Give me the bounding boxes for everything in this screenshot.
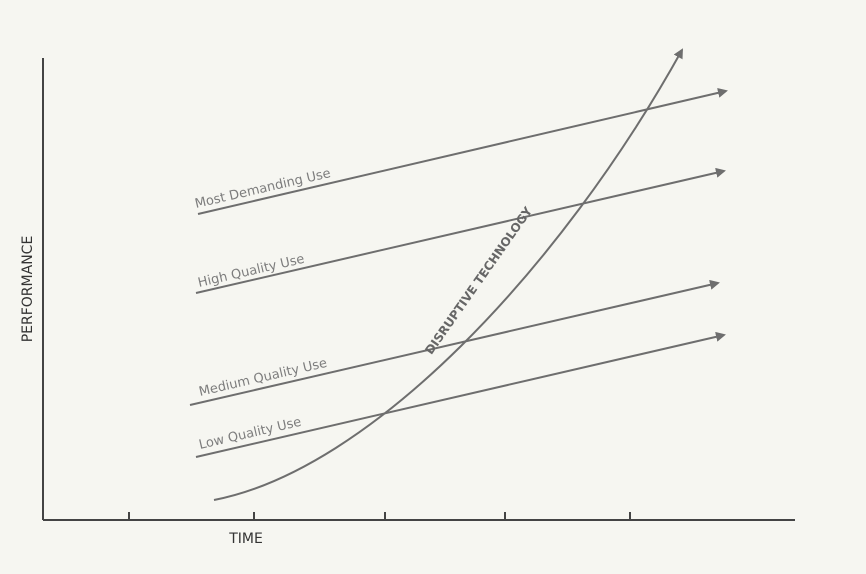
trend-line: [195, 331, 726, 458]
curve: [213, 48, 683, 501]
trend-line: [195, 167, 726, 294]
axes: TIME PERFORMANCE: [20, 58, 795, 547]
y-axis-label: PERFORMANCE: [20, 236, 36, 343]
trend-line: [197, 87, 728, 215]
trend-line: [189, 279, 720, 406]
x-axis-label: TIME: [228, 531, 263, 547]
